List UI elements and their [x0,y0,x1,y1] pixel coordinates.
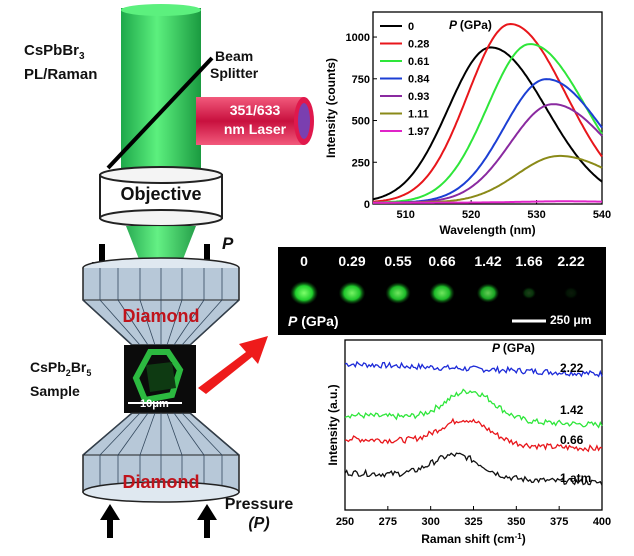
sample-image [124,345,196,413]
strip-pressure-value: 0.29 [338,253,366,269]
strip-unit: (GPa) [301,313,339,329]
material-subscript: 3 [79,51,85,62]
green-beam [121,8,201,178]
strip-pressure-value: 1.66 [515,253,543,269]
beam-splitter-label: Beam Splitter [210,48,258,82]
pl-legend-label: 0.61 [408,56,429,68]
raman-spectra-chart: 250 275 300 325 350 375 400 Raman shift (cm-1) I… [326,339,611,547]
pl-legend-label: 0 [408,21,414,33]
pl-legend-title: P (GPa) [449,18,492,32]
pressure-word: Pressure [224,496,294,513]
sample-formula-b: Br [70,359,87,375]
pl-y-tick-label: 1000 [346,32,370,44]
sample-formula-a: CsPb [30,359,66,375]
optical-setup [82,4,314,538]
pl-spot [564,287,578,299]
laser-aperture [298,103,310,139]
pl-spot [429,282,455,304]
diamond-bottom-label: Diamond [122,472,200,492]
green-beam-top [121,4,201,16]
pl-spot [338,281,366,305]
pl-y-tick-label: 250 [352,157,370,169]
raman-series-label: 2.22 [560,361,584,375]
raman-legend-title: P (GPa) [492,341,535,355]
sample-scale-label: 10μm [140,398,169,410]
strip-pressure-value: 0.66 [428,253,456,269]
raman-x-tick-label: 300 [421,516,439,528]
laser-line1: 351/633 [229,102,281,118]
pl-legend-label: 1.97 [408,126,429,138]
strip-p-label: P (GPa) [288,313,339,329]
raman-series-line [344,417,603,453]
pl-spot [385,282,411,304]
diamond-anvil-top [82,257,240,346]
pl-spot [476,283,500,303]
pl-x-tick-label: 530 [527,209,545,221]
pl-spot [522,287,536,299]
raman-x-tick-label: 275 [379,516,397,528]
pl-plot-frame [372,11,603,205]
strip-pressure-value: 0 [300,253,308,269]
raman-series-line [344,360,603,378]
raman-x-axis-label: Raman shift (cm-1) [421,532,525,547]
raman-series-label: 1.42 [560,403,584,417]
pl-series-line [373,43,603,204]
pl-legend-label: 0.84 [408,74,430,86]
pl-y-tick-label: 750 [352,74,370,86]
raman-x-tick-label: 350 [507,516,525,528]
pl-x-tick-label: 540 [593,209,611,221]
pl-legend-label: 0.28 [408,39,429,51]
pl-y-axis-label: Intensity (counts) [324,58,338,158]
beam-splitter-line2: Splitter [210,65,259,81]
strip-pressure-value: 1.42 [474,253,502,269]
raman-x-tick-label: 375 [550,516,568,528]
strip-pressure-value: 0.55 [384,253,412,269]
pl-series-line [373,200,602,204]
pressure-symbol-label: P [222,234,234,253]
pl-legend-label: 1.11 [408,109,429,121]
strip-pressure-value: 2.22 [557,253,585,269]
beam-splitter-line1: Beam [215,48,254,64]
laser-beam [196,97,304,145]
material-technique: PL/Raman [24,66,98,83]
pl-x-tick-label: 510 [397,209,415,221]
pl-y-tick-label: 500 [352,116,370,128]
pressure-arrows-bottom [100,504,217,538]
pl-x-axis-label: Wavelength (nm) [439,223,535,237]
pl-spot [290,281,318,305]
laser-line2: nm Laser [223,121,287,137]
strip-p-symbol: P [288,313,298,329]
sample-label: CsPb2Br5 Sample [30,358,91,400]
raman-series-label: 0.66 [560,433,584,447]
objective-label: Objective [120,184,202,204]
raman-x-tick-label: 250 [336,516,354,528]
pl-image-strip [278,247,606,335]
pl-x-tick-label: 520 [462,209,480,221]
diamond-anvil-bottom [82,412,240,503]
raman-x-tick-label: 325 [464,516,482,528]
setup-material-label: CsPbBr3 PL/Raman [24,42,97,84]
red-arrow [198,336,268,394]
pressure-label: Pressure (P) [214,495,304,533]
material-name: CsPbBr [24,42,80,59]
pl-legend-label: 0.93 [408,91,429,103]
raman-y-axis-label: Intensity (a.u.) [326,384,340,465]
diamond-top-label: Diamond [122,306,200,326]
raman-x-tick-label: 400 [593,516,611,528]
pl-spectra-chart: 510 520 530 540 0 250 500 750 1000 Wavelength (nm… [324,11,611,237]
pl-series-line [372,22,603,203]
raman-series-line [344,452,603,486]
raman-series-label: 1 atm [560,471,591,485]
sample-sub2: 5 [86,367,92,378]
strip-scale-text: 250 μm [550,313,592,327]
laser-label: 351/633 nm Laser [212,101,298,139]
beam-splitter-mirror [106,56,214,170]
sample-sub1: 2 [65,367,71,378]
sample-word: Sample [30,382,80,399]
pl-series-line [372,46,603,201]
pressure-paren: (P) [248,515,270,532]
pl-y-tick-label: 0 [364,199,370,211]
raman-series-line [344,388,603,429]
